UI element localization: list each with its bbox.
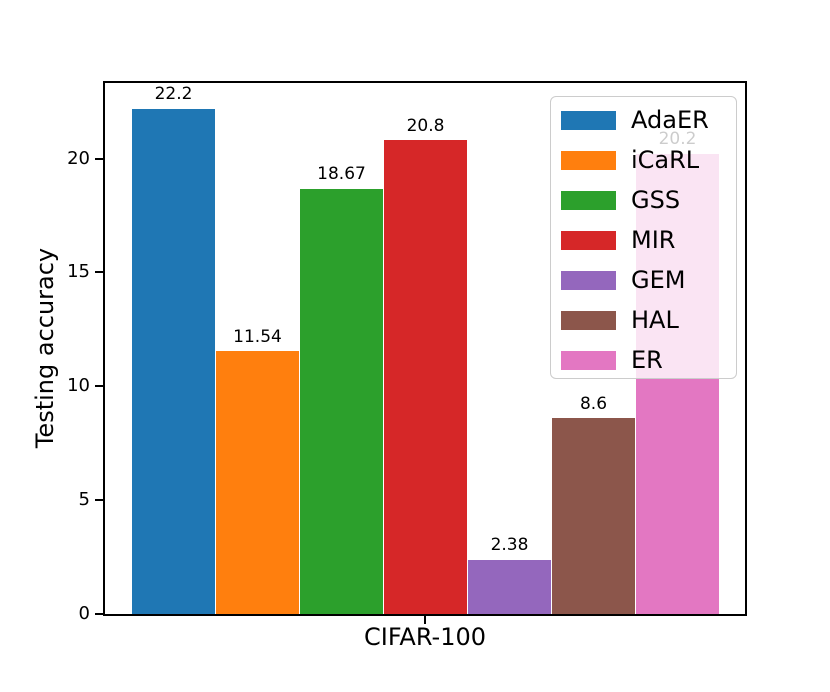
legend-swatch-adaer bbox=[561, 110, 616, 130]
legend-label-gem: GEM bbox=[631, 266, 686, 294]
bar-gem bbox=[468, 559, 551, 614]
legend-row-icarl: iCaRL bbox=[551, 140, 736, 180]
y-tick-label: 10 bbox=[67, 375, 90, 397]
legend-label-gss: GSS bbox=[631, 186, 681, 214]
bar-gss bbox=[300, 188, 383, 614]
x-tick-mark bbox=[424, 616, 426, 624]
y-tick-mark bbox=[95, 499, 103, 502]
legend-swatch-icarl bbox=[561, 150, 616, 170]
legend-label-hal: HAL bbox=[631, 306, 679, 334]
bar-value-label-icarl: 11.54 bbox=[233, 326, 282, 347]
y-tick-label: 15 bbox=[67, 261, 90, 283]
legend-row-hal: HAL bbox=[551, 300, 736, 340]
legend-swatch-gss bbox=[561, 190, 616, 210]
y-tick-mark bbox=[95, 613, 103, 615]
legend-swatch-gem bbox=[561, 270, 616, 290]
legend-label-mir: MIR bbox=[631, 226, 676, 254]
y-tick-label: 5 bbox=[78, 489, 90, 511]
bar-adaer bbox=[132, 108, 215, 614]
y-tick-mark bbox=[95, 385, 103, 388]
legend-swatch-hal bbox=[561, 310, 616, 330]
legend-row-er: ER bbox=[551, 340, 736, 380]
bar-mir bbox=[384, 140, 467, 614]
legend-row-adaer: AdaER bbox=[551, 100, 736, 140]
bar-value-label-mir: 20.8 bbox=[406, 115, 445, 136]
y-tick-label: 20 bbox=[67, 147, 90, 169]
bar-value-label-adaer: 22.2 bbox=[154, 83, 193, 104]
bar-value-label-gem: 2.38 bbox=[490, 535, 529, 556]
bar-icarl bbox=[216, 351, 299, 614]
legend-label-adaer: AdaER bbox=[631, 106, 709, 134]
legend-row-gem: GEM bbox=[551, 260, 736, 300]
legend-swatch-er bbox=[561, 350, 616, 370]
legend-label-icarl: iCaRL bbox=[631, 146, 700, 174]
legend-row-mir: MIR bbox=[551, 220, 736, 260]
legend: AdaER iCaRL GSS MIR GEM HAL ER bbox=[550, 96, 737, 379]
bar-hal bbox=[552, 418, 635, 614]
y-tick-mark bbox=[95, 157, 103, 160]
y-tick-label: 0 bbox=[78, 603, 90, 624]
legend-label-er: ER bbox=[631, 346, 663, 374]
legend-swatch-mir bbox=[561, 230, 616, 250]
bar-value-label-gss: 18.67 bbox=[317, 164, 366, 185]
bar-value-label-hal: 8.6 bbox=[579, 393, 608, 414]
y-tick-mark bbox=[95, 271, 103, 274]
legend-row-gss: GSS bbox=[551, 180, 736, 220]
x-axis-label: CIFAR-100 bbox=[363, 623, 487, 651]
